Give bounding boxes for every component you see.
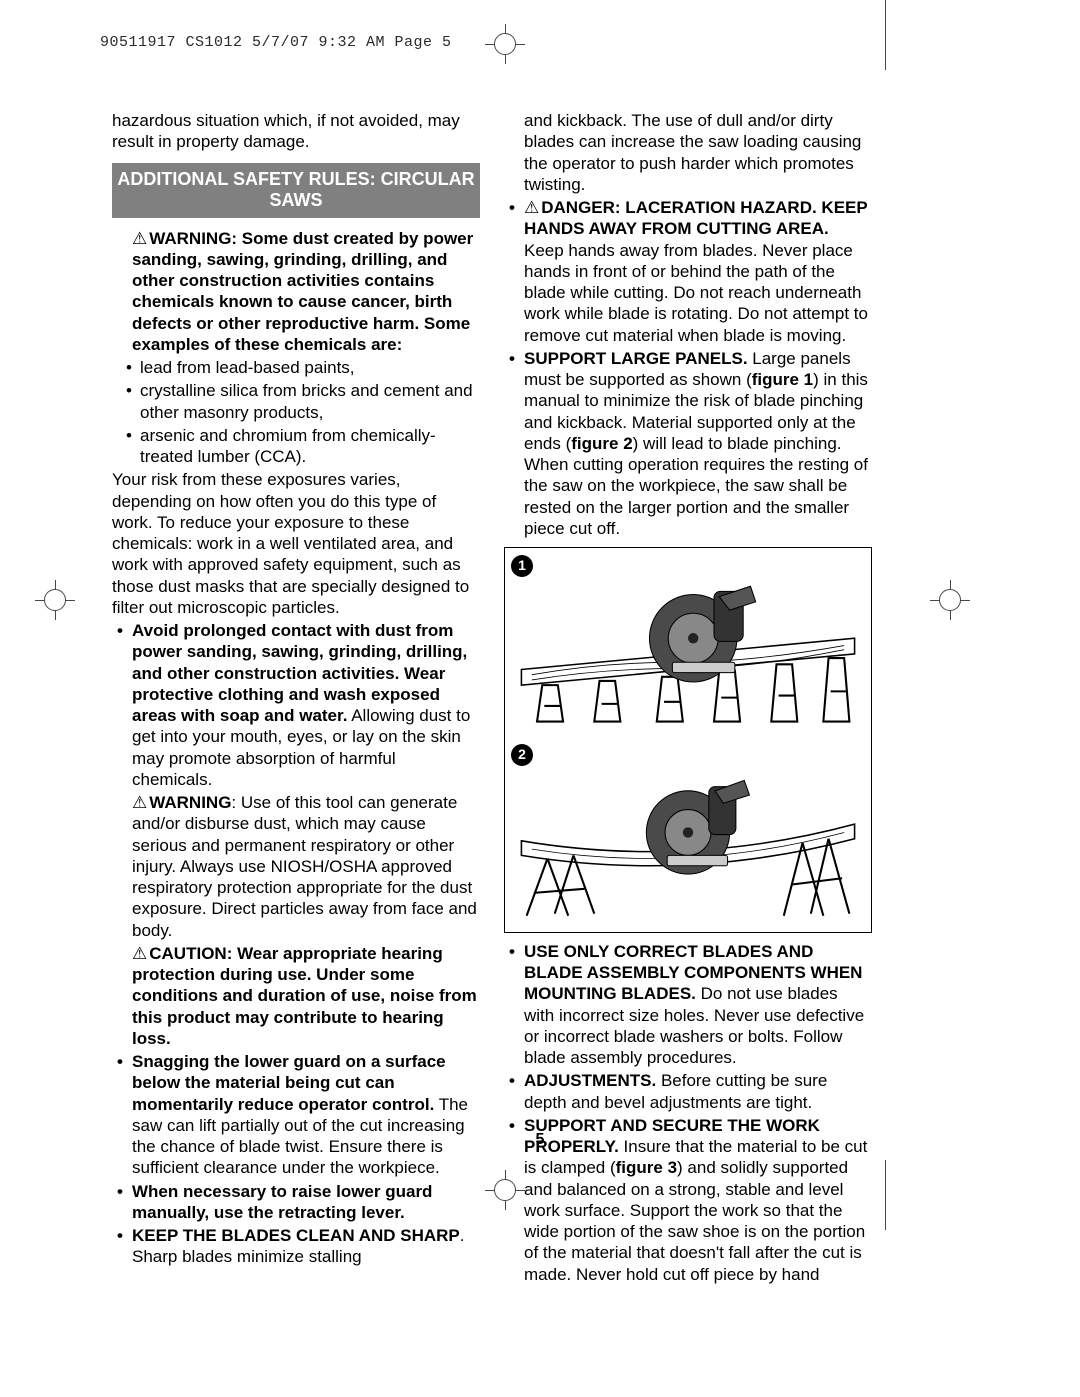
chem-item-2: •crystalline silica from bricks and ceme…: [112, 380, 480, 423]
figure-number-1: 1: [511, 555, 533, 577]
figure-2: 2: [511, 743, 865, 926]
section-title: ADDITIONAL SAFETY RULES: CIRCULAR SAWS: [112, 163, 480, 218]
risk-paragraph: Your risk from these exposures varies, d…: [112, 469, 480, 618]
warning-tool: ⚠WARNING: Use of this tool can generate …: [112, 792, 480, 941]
kickback-continuation: and kickback. The use of dull and/or dir…: [504, 110, 872, 195]
crop-bottom-right-line: [885, 1160, 886, 1230]
adjustments-item: •ADJUSTMENTS. Before cutting be sure dep…: [504, 1070, 872, 1113]
correct-blades-item: •USE ONLY CORRECT BLADES AND BLADE ASSEM…: [504, 941, 872, 1069]
caution-hearing: ⚠CAUTION: Wear appropriate hearing prote…: [112, 943, 480, 1049]
avoid-contact-item: •Avoid prolonged contact with dust from …: [112, 620, 480, 790]
figure-2-svg: [511, 770, 865, 926]
crop-top-right-line: [885, 0, 886, 70]
right-column: and kickback. The use of dull and/or dir…: [504, 110, 872, 1287]
chem-item-3: •arsenic and chromium from chemically-tr…: [112, 425, 480, 468]
lead-paragraph: hazardous situation which, if not avoide…: [112, 110, 480, 153]
chem-item-1: •lead from lead-based paints,: [112, 357, 480, 378]
danger-icon: ⚠: [524, 197, 539, 218]
figure-1-svg: [511, 581, 865, 737]
figure-number-2: 2: [511, 744, 533, 766]
danger-laceration-item: •⚠DANGER: LACERATION HAZARD. KEEP HANDS …: [504, 197, 872, 346]
figures-box: 1: [504, 547, 872, 933]
warning-icon: ⚠: [132, 228, 147, 249]
content-columns: hazardous situation which, if not avoide…: [112, 110, 872, 1287]
retract-item: •When necessary to raise lower guard man…: [112, 1181, 480, 1224]
caution-icon: ⚠: [132, 943, 147, 964]
left-column: hazardous situation which, if not avoide…: [112, 110, 480, 1287]
warning-icon: ⚠: [132, 792, 147, 813]
support-panels-item: •SUPPORT LARGE PANELS. Large panels must…: [504, 348, 872, 539]
page-number: 5: [0, 1130, 1080, 1150]
snag-item: •Snagging the lower guard on a surface b…: [112, 1051, 480, 1179]
warning-dust: ⚠WARNING: Some dust created by power san…: [112, 228, 480, 356]
blades-sharp-item: •KEEP THE BLADES CLEAN AND SHARP. Sharp …: [112, 1225, 480, 1268]
figure-1: 1: [511, 554, 865, 737]
print-meta-header: 90511917 CS1012 5/7/07 9:32 AM Page 5: [100, 34, 452, 53]
